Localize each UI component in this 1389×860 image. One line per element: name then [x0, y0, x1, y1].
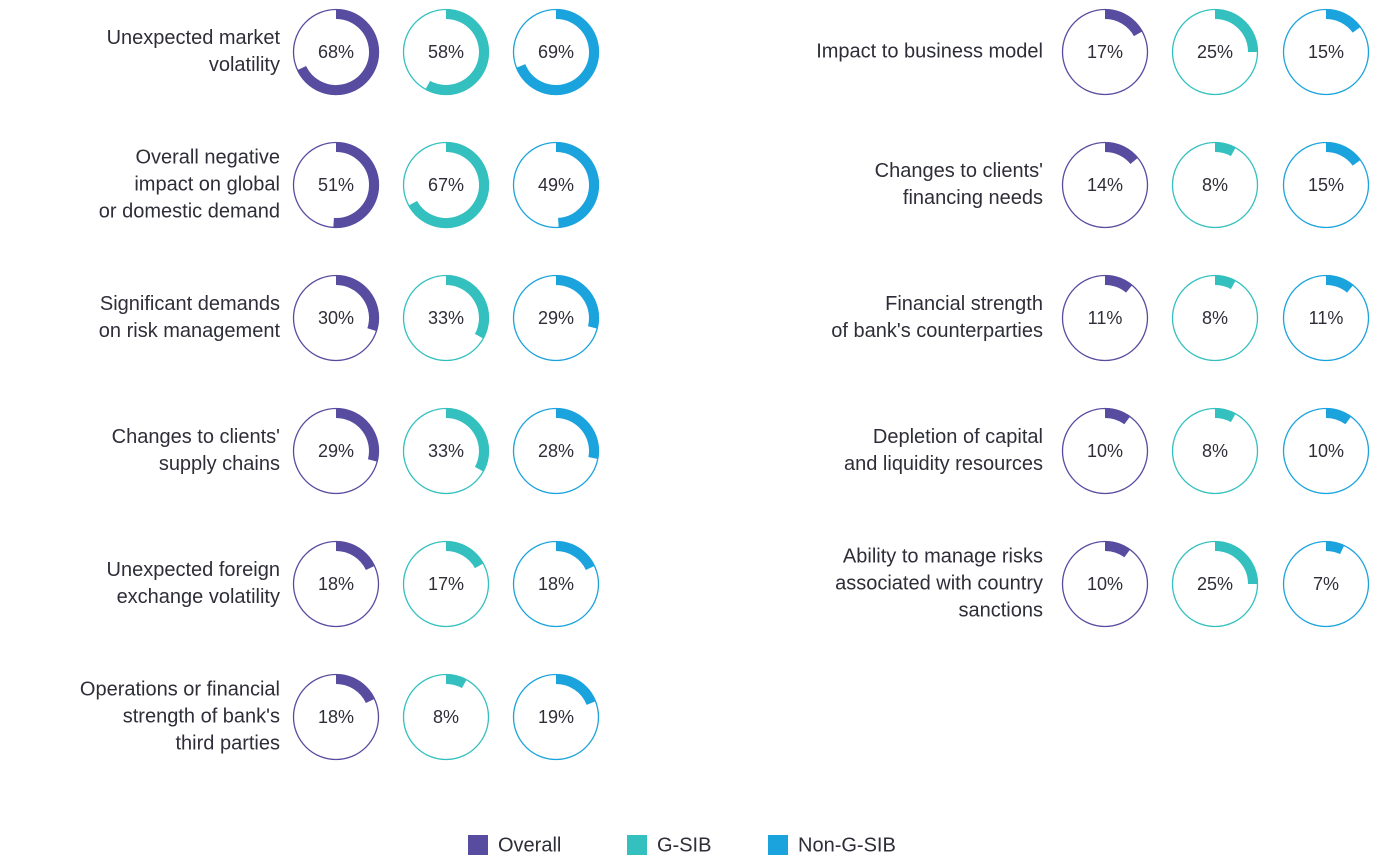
category-label: Changes to clients' supply chains: [111, 426, 280, 475]
value-label: 18%: [318, 707, 354, 727]
value-label: 10%: [1087, 574, 1123, 594]
legend-swatch: [627, 835, 647, 855]
donut-arc: [425, 9, 489, 95]
donut-arc: [1104, 408, 1131, 425]
value-label: 11%: [1088, 308, 1123, 328]
donut-arc: [335, 408, 379, 462]
donut-arc: [1325, 408, 1352, 425]
category-label: Operations or financial strength of bank…: [79, 678, 280, 755]
donut-arc: [335, 541, 375, 571]
donut-arc: [555, 142, 599, 228]
donut-arc: [1325, 9, 1361, 33]
donut-arc: [445, 275, 489, 339]
category-label: Ability to manage risks associated with …: [835, 545, 1043, 622]
category-label: Significant demands on risk management: [98, 293, 280, 342]
donut-arc: [516, 9, 599, 95]
value-label: 8%: [1202, 441, 1228, 461]
legend-label: Non-G-SIB: [798, 834, 896, 856]
donut-arc: [1214, 541, 1258, 585]
value-label: 58%: [428, 42, 464, 62]
donut-arc: [297, 9, 379, 95]
category-label: Changes to clients' financing needs: [874, 160, 1043, 209]
category-label: Depletion of capital and liquidity resou…: [844, 426, 1043, 475]
donut-arc: [1214, 9, 1258, 53]
value-label: 7%: [1313, 574, 1339, 594]
value-label: 49%: [538, 175, 574, 195]
value-label: 8%: [433, 707, 459, 727]
donut-arc: [1325, 142, 1361, 166]
legend-swatch: [468, 835, 488, 855]
donut-arc: [333, 142, 379, 228]
donut-arc: [555, 408, 599, 460]
donut-arc: [1104, 9, 1143, 37]
value-label: 14%: [1087, 175, 1123, 195]
donut-arc: [1104, 142, 1139, 165]
value-label: 8%: [1202, 308, 1228, 328]
value-label: 29%: [538, 308, 574, 328]
value-label: 25%: [1197, 42, 1233, 62]
value-label: 19%: [538, 707, 574, 727]
value-label: 51%: [318, 175, 354, 195]
donut-arc: [335, 275, 379, 332]
value-label: 28%: [538, 441, 574, 461]
legend-label: Overall: [498, 834, 561, 856]
value-label: 10%: [1308, 441, 1344, 461]
donut-arc: [1214, 408, 1236, 423]
donut-arc: [1104, 541, 1131, 558]
donut-arc: [1214, 142, 1236, 157]
legend-swatch: [768, 835, 788, 855]
category-label: Unexpected market volatility: [106, 27, 280, 76]
category-label: Financial strength of bank's counterpart…: [831, 293, 1043, 342]
value-label: 18%: [538, 574, 574, 594]
value-label: 69%: [538, 42, 574, 62]
value-label: 10%: [1087, 441, 1123, 461]
donut-arc: [408, 142, 489, 228]
donut-arc: [1104, 275, 1133, 293]
donut-arc: [335, 674, 375, 704]
donut-arc: [445, 541, 484, 569]
donut-arc: [1325, 541, 1345, 555]
value-label: 67%: [428, 175, 464, 195]
donut-arc: [1214, 275, 1236, 290]
donut-arc: [555, 275, 599, 329]
value-label: 29%: [318, 441, 354, 461]
value-label: 33%: [428, 441, 464, 461]
value-label: 25%: [1197, 574, 1233, 594]
value-label: 17%: [428, 574, 464, 594]
category-label: Overall negative impact on global or dom…: [98, 146, 280, 223]
category-label: Impact to business model: [816, 40, 1043, 63]
value-label: 8%: [1202, 175, 1228, 195]
value-label: 33%: [428, 308, 464, 328]
value-label: 15%: [1308, 42, 1344, 62]
donut-arc: [445, 674, 467, 689]
value-label: 68%: [318, 42, 354, 62]
value-label: 17%: [1087, 42, 1123, 62]
donut-arc: [445, 408, 489, 472]
legend-label: G-SIB: [657, 834, 711, 856]
value-label: 30%: [318, 308, 354, 328]
value-label: 15%: [1308, 175, 1344, 195]
donut-arc: [555, 674, 596, 706]
donut-arc: [555, 541, 595, 571]
value-label: 11%: [1309, 308, 1344, 328]
value-label: 18%: [318, 574, 354, 594]
donut-arc: [1325, 275, 1354, 293]
category-label: Unexpected foreign exchange volatility: [106, 559, 280, 608]
